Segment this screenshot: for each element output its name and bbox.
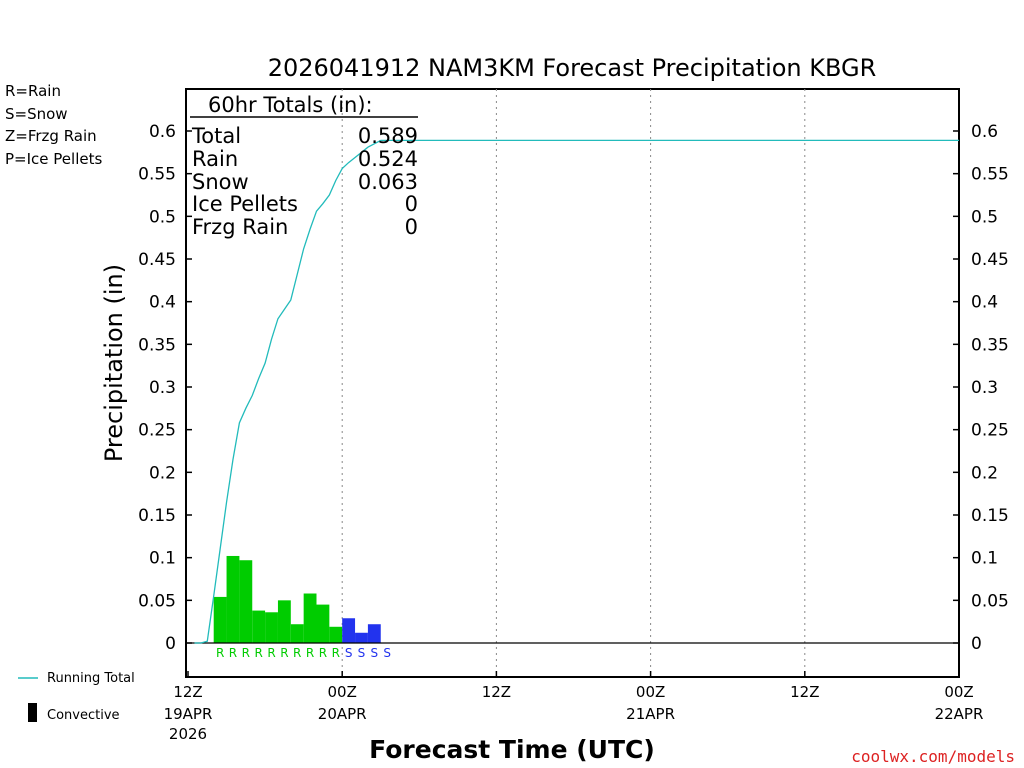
precip-type-label: R (242, 646, 250, 660)
x-tick-label: 00Z (328, 683, 357, 701)
type-legend-ice-pellets: P=Ice Pellets (5, 150, 102, 168)
y-tick-label-left: 0.15 (138, 506, 176, 526)
totals-label-frzg-rain: Frzg Rain (192, 215, 288, 239)
y-tick-label-right: 0.6 (971, 122, 998, 142)
precip-type-label: R (255, 646, 263, 660)
precip-type-label: S (383, 646, 391, 660)
precip-type-label: S (358, 646, 366, 660)
precip-type-label: R (229, 646, 237, 660)
y-axis-left: 0 0.05 0.1 0.15 0.2 0.25 0.3 0.35 0.4 0.45 0.5 0.55… (138, 122, 192, 654)
x-tick-label: 00Z (636, 683, 665, 701)
precip-bar (355, 632, 368, 643)
precip-bar (290, 624, 304, 643)
y-tick-label-right: 0.35 (971, 335, 1009, 355)
precip-bar (277, 600, 291, 643)
x-tick-label: 12Z (482, 683, 511, 701)
y-tick-label-right: 0.1 (971, 549, 998, 569)
gridlines (341, 89, 806, 677)
convective-swatch (28, 703, 37, 722)
x-tick-date: 21APR (626, 705, 675, 723)
running-total-legend-label: Running Total (47, 671, 135, 686)
y-tick-label-right: 0.55 (971, 165, 1009, 185)
y-tick-label-left: 0.05 (138, 591, 176, 611)
type-legend-frzg-rain: Z=Frzg Rain (5, 127, 97, 145)
y-tick-label-left: 0.2 (149, 463, 176, 483)
y-tick-label-right: 0.05 (971, 591, 1009, 611)
precip-type-label: S (345, 646, 353, 660)
y-tick-label-left: 0.5 (149, 207, 176, 227)
y-tick-label-left: 0.35 (138, 335, 176, 355)
y-tick-label-right: 0.3 (971, 378, 998, 398)
chart-title: 2026041912 NAM3KM Forecast Precipitation… (268, 54, 877, 82)
totals-value-frzg-rain: 0 (405, 215, 418, 239)
x-axis-label: Forecast Time (UTC) (369, 735, 655, 764)
totals-value-rain: 0.524 (358, 147, 418, 171)
precip-type-label: R (332, 646, 340, 660)
precip-bar (367, 624, 381, 643)
precip-type-label: R (280, 646, 288, 660)
x-tick-year: 2026 (169, 725, 207, 743)
precip-type-label: R (319, 646, 327, 660)
totals-value-snow: 0.063 (358, 170, 418, 194)
running-total-line (194, 139, 959, 644)
y-tick-label-left: 0.3 (149, 378, 176, 398)
precip-bar (213, 596, 227, 643)
x-tick-label: 12Z (173, 683, 202, 701)
y-tick-label-right: 0.15 (971, 506, 1009, 526)
credit-text: coolwx.com/models (851, 747, 1015, 766)
totals-value-total: 0.589 (358, 124, 418, 148)
y-tick-label-left: 0.4 (149, 293, 176, 313)
y-axis-right: 0 0.05 0.1 0.15 0.2 0.25 0.3 0.35 0.4 0.45 0.5 0.55… (953, 122, 1009, 654)
precip-bars (213, 555, 381, 643)
y-tick-label-left: 0.45 (138, 250, 176, 270)
plot-frame (185, 88, 960, 678)
precip-bar (226, 555, 240, 643)
y-tick-label-left: 0.25 (138, 421, 176, 441)
running-total-polyline (194, 139, 959, 644)
y-tick-label-right: 0.4 (971, 293, 998, 313)
y-tick-label-left: 0.1 (149, 549, 176, 569)
precip-type-label: R (293, 646, 301, 660)
type-legend-snow: S=Snow (5, 105, 68, 123)
x-tick-date: 19APR (164, 705, 213, 723)
precip-bar (252, 610, 266, 643)
totals-label-rain: Rain (192, 147, 238, 171)
precip-type-label: R (306, 646, 314, 660)
precip-type-label: R (216, 646, 224, 660)
precip-type-label: S (371, 646, 379, 660)
precip-bar (329, 626, 343, 643)
totals-label-snow: Snow (192, 170, 249, 194)
x-tick-label: 00Z (944, 683, 973, 701)
x-tick-date: 22APR (935, 705, 984, 723)
y-tick-label-right: 0.45 (971, 250, 1009, 270)
y-tick-label-right: 0.5 (971, 207, 998, 227)
precip-type-label: R (267, 646, 275, 660)
y-tick-label-left: 0.55 (138, 165, 176, 185)
precip-bar (239, 560, 253, 643)
x-tick-date: 20APR (318, 705, 367, 723)
convective-legend-label: Convective (47, 708, 120, 723)
precip-bar (342, 618, 356, 643)
y-tick-label-left: 0.6 (149, 122, 176, 142)
type-legend: R=Rain S=Snow Z=Frzg Rain P=Ice Pellets (5, 82, 102, 168)
totals-label-total: Total (191, 124, 241, 148)
y-tick-label-left: 0 (165, 634, 176, 654)
totals-box: 60hr Totals (in): Total 0.589 Rain 0.524… (190, 93, 418, 239)
y-tick-label-right: 0.2 (971, 463, 998, 483)
type-legend-rain: R=Rain (5, 82, 61, 100)
bottom-legend: Running Total Convective (18, 671, 135, 723)
totals-value-ice-pellets: 0 (405, 192, 418, 216)
precip-bar (265, 612, 278, 643)
x-tick-label: 12Z (790, 683, 819, 701)
precip-bar (316, 604, 330, 643)
y-tick-label-right: 0 (971, 634, 982, 654)
totals-label-ice-pellets: Ice Pellets (192, 192, 298, 216)
totals-header: 60hr Totals (in): (208, 93, 373, 117)
x-axis: 12Z 19APR 2026 00Z 20APR 12Z 00Z 21APR 12Z 00Z 22A… (164, 671, 984, 743)
y-axis-label: Precipitation (in) (100, 264, 128, 462)
precip-bar (303, 593, 317, 643)
y-tick-label-right: 0.25 (971, 421, 1009, 441)
